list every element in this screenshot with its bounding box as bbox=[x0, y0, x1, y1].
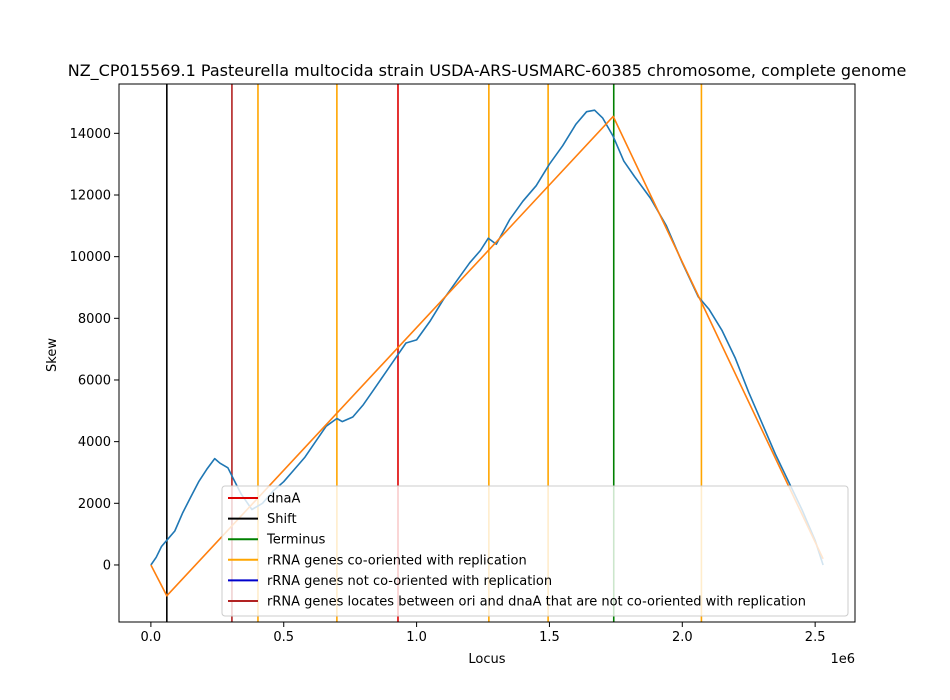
y-tick-label-5: 10000 bbox=[70, 250, 111, 265]
x-axis-label: Locus bbox=[468, 652, 505, 667]
x-tick-label-3: 1.5 bbox=[539, 630, 560, 645]
legend-label-1: Shift bbox=[267, 512, 297, 527]
legend-label-2: Terminus bbox=[266, 533, 326, 548]
legend-label-5: rRNA genes locates between ori and dnaA … bbox=[267, 595, 806, 610]
legend-label-3: rRNA genes co-oriented with replication bbox=[267, 553, 527, 568]
y-tick-label-2: 4000 bbox=[78, 435, 111, 450]
y-tick-label-3: 6000 bbox=[78, 373, 111, 388]
x-tick-label-2: 1.0 bbox=[406, 630, 427, 645]
axes-frame bbox=[118, 83, 856, 623]
y-tick-label-1: 2000 bbox=[78, 497, 111, 512]
y-axis-label: Skew bbox=[45, 338, 60, 372]
y-tick-label-7: 14000 bbox=[70, 127, 111, 142]
y-tick-label-6: 12000 bbox=[70, 188, 111, 203]
y-tick-label-0: 0 bbox=[103, 558, 111, 573]
chart-title: NZ_CP015569.1 Pasteurella multocida stra… bbox=[68, 61, 907, 81]
plot-area: 0.0 0.5 1.0 1.5 2.0 2.5 0 2000 4000 6000 8000 10000… bbox=[70, 83, 856, 645]
legend-label-0: dnaA bbox=[267, 492, 300, 507]
x-axis-offset-label: 1e6 bbox=[830, 652, 855, 667]
legend-box bbox=[221, 485, 849, 617]
y-tick-label-4: 8000 bbox=[78, 312, 111, 327]
x-tick-label-0: 0.0 bbox=[141, 630, 162, 645]
x-tick-label-4: 2.0 bbox=[672, 630, 693, 645]
x-tick-label-5: 2.5 bbox=[805, 630, 826, 645]
series-line-1 bbox=[150, 115, 824, 597]
x-tick-label-1: 0.5 bbox=[273, 630, 294, 645]
legend-label-4: rRNA genes not co-oriented with replicat… bbox=[267, 574, 552, 589]
